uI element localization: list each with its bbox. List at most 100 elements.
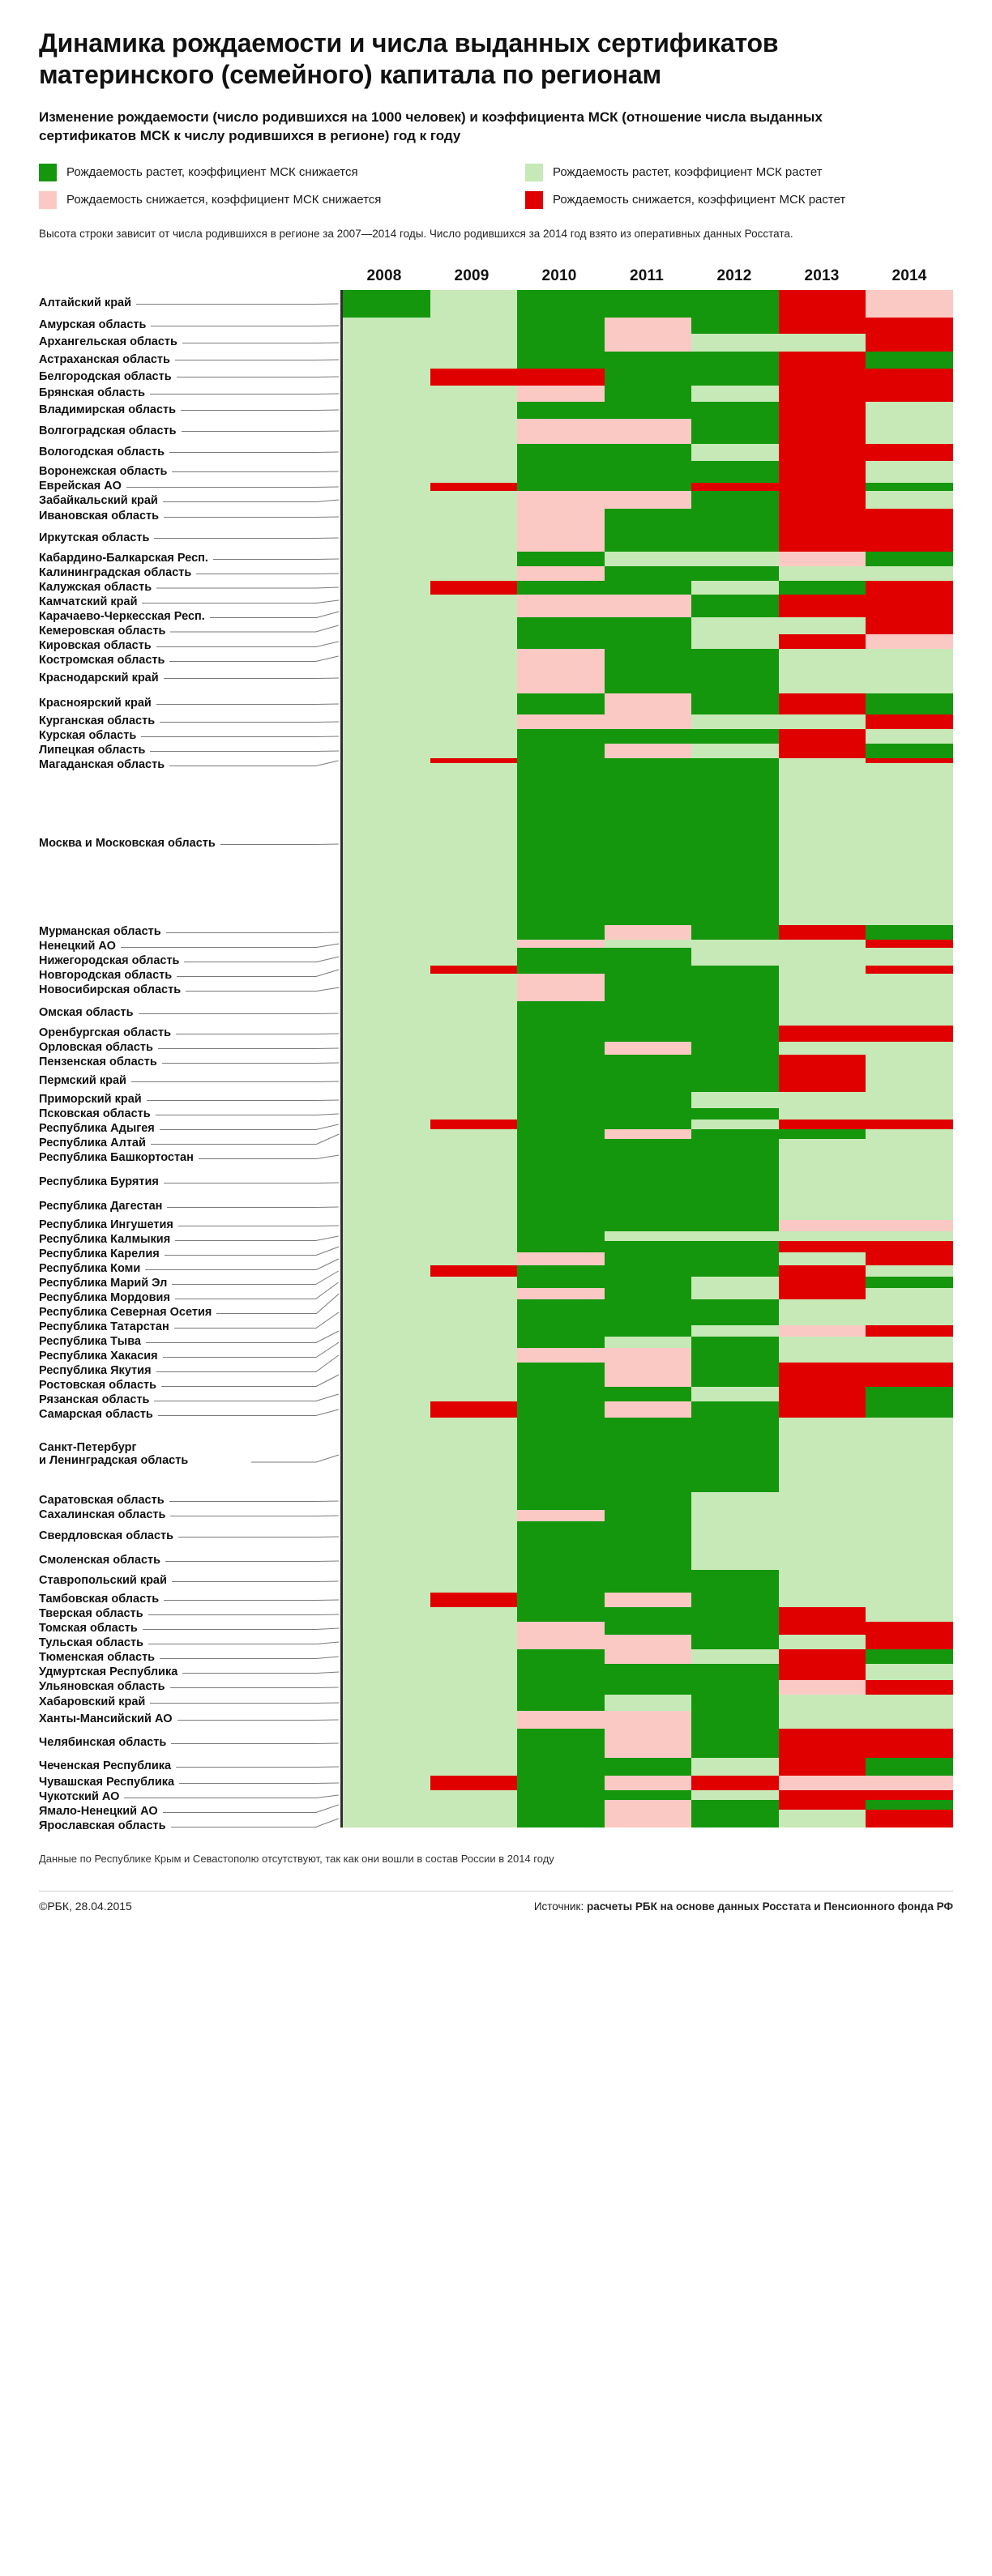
heatmap-cell [517,1287,605,1299]
heatmap-cell [691,965,779,974]
heatmap-cell [866,1509,954,1521]
heatmap-cell [430,508,518,525]
heatmap-cell [866,693,954,714]
heatmap-cell [691,460,779,483]
leader-line [159,1373,340,1388]
heatmap-row [343,1520,954,1552]
heatmap-cell [517,1119,605,1129]
heatmap-cell [430,1107,518,1120]
heatmap-cell [517,289,605,318]
heatmap-cell [866,1193,954,1220]
heatmap-cell [517,508,605,525]
heatmap-cell [866,460,954,483]
heatmap-cell [778,1070,866,1092]
region-label: Самарская область [39,1408,158,1422]
heatmap-cell [517,594,605,606]
leader-line [190,572,340,576]
heatmap-cell [517,1809,605,1828]
heatmap-cell [517,1324,605,1337]
heatmap-cell [866,1679,954,1695]
heatmap-cell [604,1171,692,1194]
heatmap-cell [430,947,518,966]
heatmap-cell [866,1287,954,1299]
region-label: Камчатский край [39,595,143,609]
leader-line [147,1132,340,1146]
heatmap-cell [343,965,430,974]
heatmap-cell [778,368,866,386]
heatmap-cell [778,1138,866,1171]
leader-line [147,749,340,753]
heatmap-cell [866,616,954,634]
heatmap-row [343,1219,954,1231]
heatmap-cell [517,1569,605,1593]
heatmap-cell [866,1728,954,1758]
heatmap-cell [343,351,430,369]
heatmap-grid: Алтайский край Амурская область Архангельс… [39,289,954,1833]
heatmap-row [343,565,954,581]
heatmap-cell [778,757,866,763]
heatmap-cell [691,1551,779,1570]
heatmap-cell [604,1809,692,1828]
heatmap-row [343,1276,954,1288]
heatmap-cell [517,633,605,649]
heatmap-cell [430,605,518,617]
heatmap-cell [691,605,779,617]
leader-line [172,408,340,412]
heatmap-cell [604,1710,692,1729]
leader-line [128,1080,340,1084]
region-label: Калужская область [39,581,157,595]
region-label: Нижегородская область [39,954,185,968]
heatmap-cell [604,1757,692,1776]
heatmap-cell [517,1193,605,1220]
region-label: Удмуртская Республика [39,1665,183,1679]
heatmap-cell [604,565,692,581]
region-label: Костромская область [39,654,170,667]
heatmap-cell [866,482,954,491]
legend-swatch-red [525,190,543,209]
leader-line [165,1817,340,1829]
heatmap-cell [430,757,518,763]
heatmap-cell [866,317,954,334]
heatmap-cell [691,551,779,566]
heatmap-cell [604,1569,692,1593]
heatmap-cell [343,633,430,649]
heatmap-cell [866,524,954,552]
heatmap-cell [343,1634,430,1649]
heatmap-cell [343,482,430,491]
row-height-note: Высота строки зависит от числа родившихс… [39,227,793,240]
heatmap-cell [517,939,605,948]
heatmap-cell [691,1799,779,1810]
heatmap-cell [866,1230,954,1241]
leader-line [153,1392,340,1403]
heatmap-cell [604,1621,692,1635]
heatmap-cell [691,1520,779,1552]
heatmap-cell [517,605,605,617]
heatmap-cell [604,443,692,461]
heatmap-cell [778,605,866,617]
heatmap-row [343,663,954,693]
heatmap-row [343,482,954,491]
heatmap-cell [691,1171,779,1194]
heatmap-cell [604,482,692,491]
heatmap-cell [517,1070,605,1092]
heatmap-row [343,939,954,948]
heatmap-cell [866,1219,954,1231]
heatmap-cell [866,551,954,566]
heatmap-cell [778,1324,866,1337]
heatmap-row [343,490,954,509]
heatmap-cell [866,289,954,318]
region-label: Москва и Московская область [39,837,220,851]
heatmap-cell [343,1520,430,1552]
heatmap-cell [343,1663,430,1680]
heatmap-cell [517,460,605,483]
heatmap-cell [343,508,430,525]
heatmap-row [343,289,954,318]
heatmap-cell [866,580,954,595]
heatmap-cell [343,1041,430,1055]
heatmap-cell [343,1401,430,1418]
heatmap-cell [517,1000,605,1026]
leader-line [159,1061,340,1065]
region-label: Калининградская область [39,566,197,580]
heatmap-cell [604,333,692,352]
